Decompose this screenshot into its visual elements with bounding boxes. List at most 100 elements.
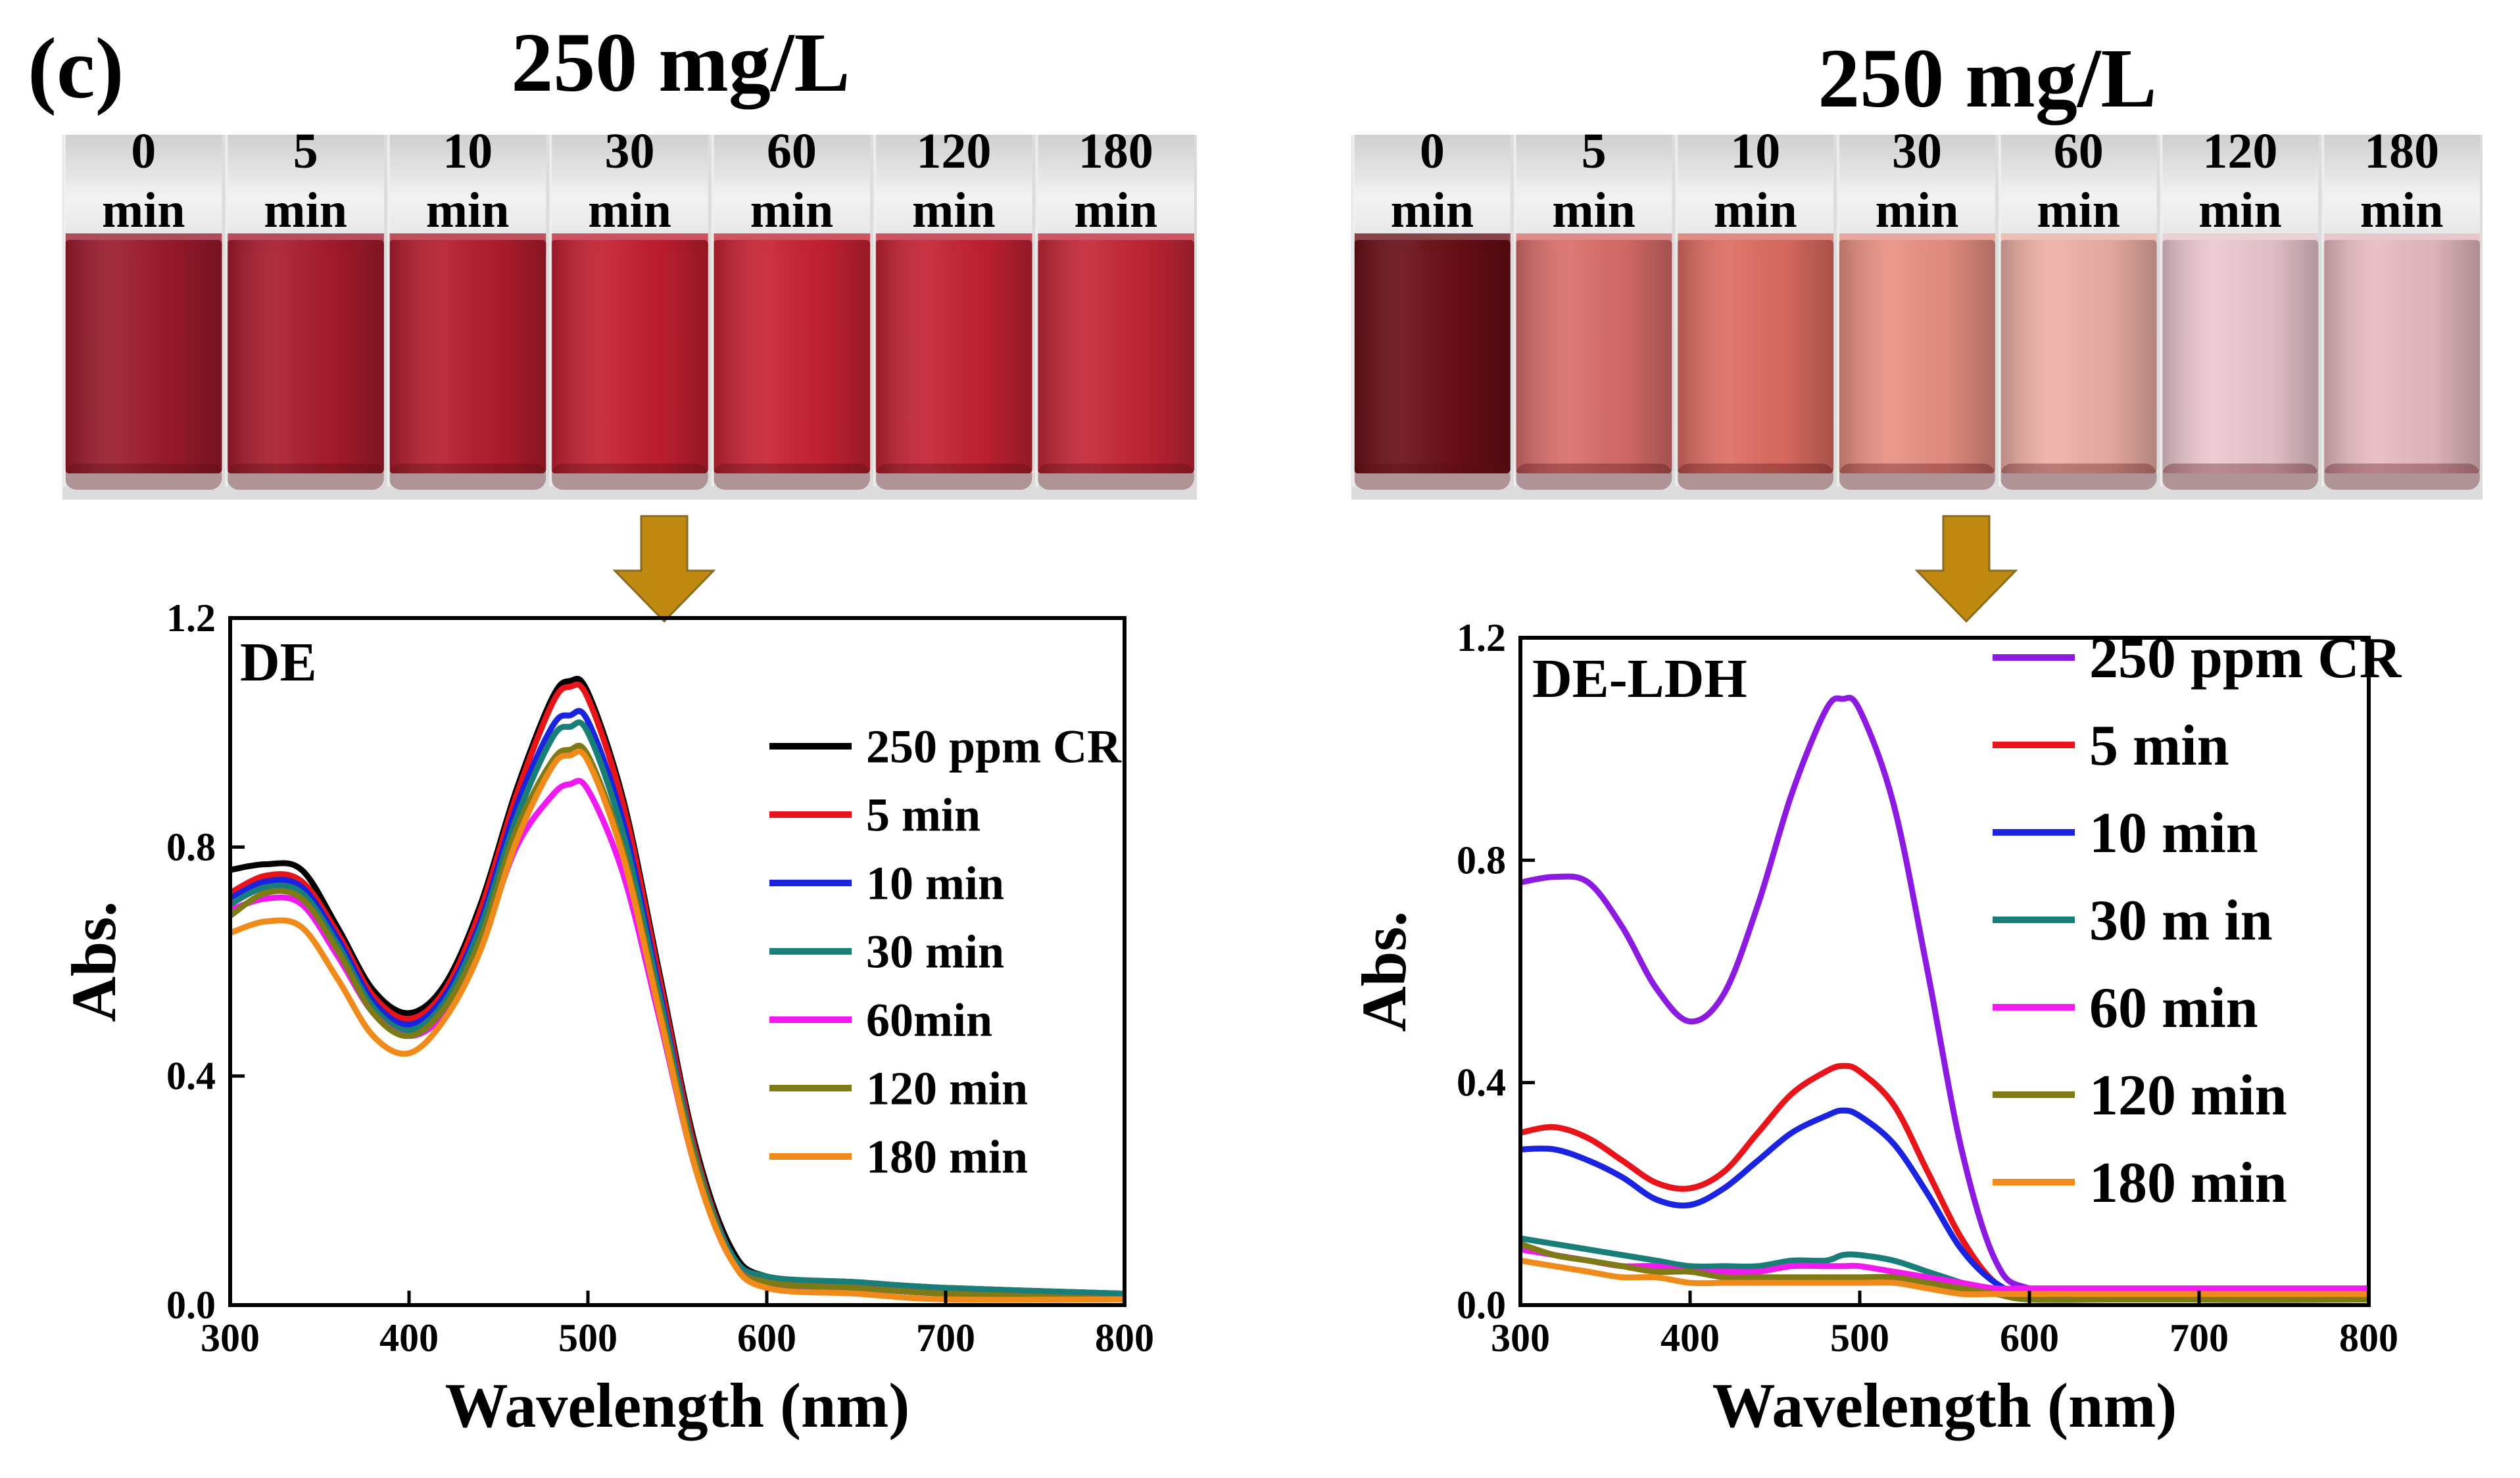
vial-time-label: 60 (2054, 124, 2104, 179)
x-axis-label: Wavelength (nm) (445, 1370, 910, 1441)
legend-item: 250 ppm CR (1993, 627, 2402, 690)
vial: 0min (63, 124, 222, 490)
x-tick-label: 300 (201, 1316, 260, 1360)
legend-label: 180 min (866, 1130, 1028, 1183)
y-tick-label: 0.4 (166, 1055, 216, 1098)
legend: 250 ppm CR 5 min 10 min 30 m in 60 min 120 mi… (1993, 627, 2402, 1215)
legend-item: 180 min (1993, 1151, 2287, 1215)
legend-item: 60min (769, 993, 992, 1046)
vial-unit-label: min (2037, 183, 2120, 238)
x-tick-label: 800 (1095, 1316, 1154, 1360)
y-axis-label: Abs. (59, 901, 129, 1022)
x-tick-label: 600 (737, 1316, 796, 1360)
legend-label: 180 min (2089, 1151, 2287, 1215)
vial: 60min (1998, 124, 2157, 490)
y-tick-label: 0.0 (166, 1283, 216, 1327)
vial-time-label: 30 (1892, 124, 1942, 179)
y-tick-label: 0.0 (1457, 1283, 1506, 1327)
vial-unit-label: min (1391, 183, 1474, 238)
series-line (228, 742, 1125, 1302)
y-tick-label: 0.4 (1457, 1061, 1506, 1105)
legend-label: 60min (866, 993, 992, 1046)
photo-title: 250 mg/L (1818, 32, 2157, 125)
legend-item: 120 min (1993, 1064, 2287, 1128)
vial-unit-label: min (264, 183, 347, 238)
vial: 60min (711, 124, 871, 490)
legend-item: 5 min (1993, 714, 2229, 778)
legend-label: 30 m in (2089, 889, 2273, 953)
x-axis-label: Wavelength (nm) (1712, 1370, 2177, 1441)
legend-item: 30 m in (1993, 889, 2273, 953)
chart-title: DE-LDH (1532, 648, 1747, 709)
legend-item: 30 min (769, 925, 1004, 978)
chart-title: DE (240, 632, 317, 693)
series-line (1519, 1241, 2369, 1303)
vial-time-label: 180 (2364, 124, 2439, 179)
series-line (228, 719, 1125, 1297)
vial-time-label: 10 (1730, 124, 1780, 179)
legend-item: 60 min (1993, 976, 2258, 1040)
y-tick-label: 1.2 (1457, 616, 1506, 659)
legend-label: 250 ppm CR (866, 720, 1122, 773)
legend-label: 250 ppm CR (2089, 627, 2402, 690)
vial-time-label: 5 (293, 124, 318, 179)
plot-frame (228, 616, 1127, 1307)
vial-time-label: 180 (1078, 124, 1153, 179)
x-tick-label: 500 (558, 1316, 618, 1360)
series-line (229, 748, 1125, 1303)
legend-label: 30 min (866, 925, 1004, 978)
legend-item: 10 min (769, 857, 1004, 909)
x-tick-label: 300 (1491, 1316, 1550, 1360)
x-tick-label: 600 (2000, 1316, 2059, 1360)
vial-photo-de: 250 mg/L 0min5min10min30min60min120min18… (62, 16, 1197, 500)
vial-time-label: 0 (1420, 124, 1445, 179)
legend-item: 250 ppm CR (769, 720, 1122, 773)
legend-label: 5 min (866, 788, 981, 841)
vial-unit-label: min (912, 183, 996, 238)
y-tick-label: 0.8 (1457, 838, 1506, 882)
vial-time-label: 60 (767, 124, 817, 179)
vial-unit-label: min (750, 183, 834, 238)
x-tick-label: 400 (1660, 1316, 1720, 1360)
x-tick-label: 400 (379, 1316, 439, 1360)
photo-title: 250 mg/L (511, 16, 850, 109)
legend-label: 10 min (866, 857, 1004, 909)
y-tick-label: 1.2 (166, 596, 216, 640)
x-tick-label: 500 (1830, 1316, 1889, 1360)
legend-item: 120 min (769, 1062, 1028, 1114)
legend: 250 ppm CR 5 min 10 min 30 min 60min 120 min 1… (769, 720, 1122, 1183)
vial-unit-label: min (1714, 183, 1797, 238)
vial-time-label: 120 (2202, 124, 2277, 179)
vial-time-label: 30 (605, 124, 655, 179)
legend-item: 5 min (769, 788, 981, 841)
legend-label: 120 min (2089, 1064, 2287, 1128)
legend-item: 180 min (769, 1130, 1028, 1183)
x-tick-label: 700 (2169, 1316, 2229, 1360)
vial-photo-de-ldh: 250 mg/L 0min5min10min30min60min120min18… (1351, 32, 2483, 500)
vial-unit-label: min (426, 183, 510, 238)
x-tick-label: 800 (2339, 1316, 2398, 1360)
chart-de-ldh: 300 400 500 600 700 800 0.0 0.4 0.8 1.2 DE-LDH Wa… (1349, 616, 2402, 1441)
legend-item: 10 min (1993, 801, 2258, 865)
down-arrow-icon (612, 515, 716, 623)
x-tick-label: 700 (916, 1316, 975, 1360)
vial-time-label: 5 (1582, 124, 1607, 179)
series-line (1520, 1257, 2369, 1298)
vial-time-label: 10 (443, 124, 493, 179)
legend-label: 10 min (2089, 801, 2258, 865)
vial-unit-label: min (2360, 183, 2444, 238)
legend-label: 5 min (2089, 714, 2229, 778)
vial-time-label: 0 (131, 124, 156, 179)
vial: 0min (1352, 124, 1511, 490)
vial-unit-label: min (1552, 183, 1636, 238)
vial-unit-label: min (2198, 183, 2282, 238)
plot-frame (1518, 636, 2371, 1307)
vial-time-label: 120 (916, 124, 991, 179)
panel-label: (c) (28, 20, 124, 116)
